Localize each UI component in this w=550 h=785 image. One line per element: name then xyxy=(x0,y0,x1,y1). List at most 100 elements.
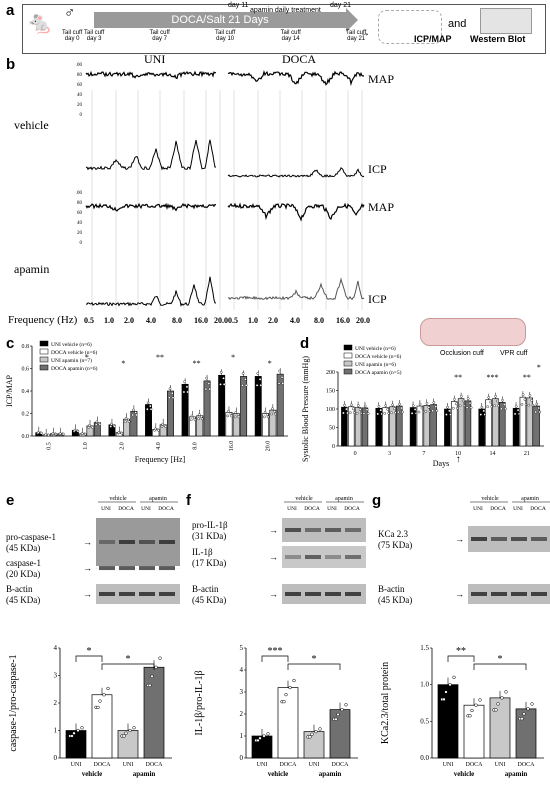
legend-swatch xyxy=(39,364,49,371)
timeline-tick-label: Tail cuff day 7 xyxy=(149,30,170,42)
data-point xyxy=(292,678,296,683)
x-tick-label: UNI xyxy=(495,762,506,768)
data-point xyxy=(284,692,288,697)
significance-bracket xyxy=(473,663,527,670)
data-point xyxy=(51,432,55,435)
data-point xyxy=(117,431,121,434)
data-point xyxy=(171,396,175,400)
band-arrow: → xyxy=(269,552,278,562)
data-point xyxy=(266,732,270,736)
y-tick-label: 2 xyxy=(240,710,244,718)
blot-image xyxy=(96,584,180,604)
data-point xyxy=(219,370,223,374)
blot-image xyxy=(282,546,366,568)
data-point xyxy=(76,728,80,733)
data-point xyxy=(58,432,62,435)
y-tick-label: 0.0 xyxy=(420,754,429,762)
data-point xyxy=(446,405,449,409)
rat-illustration xyxy=(378,10,442,44)
y-tick-label: 4 xyxy=(240,666,244,674)
x-tick-label: UNI xyxy=(443,762,454,768)
data-point xyxy=(480,405,484,409)
frequency-tick-label: 16.0 xyxy=(194,316,208,325)
legend-label: UNI apamin (n=6) xyxy=(355,361,396,368)
data-point xyxy=(168,396,171,400)
data-point xyxy=(383,411,386,415)
data-point xyxy=(448,683,452,687)
data-point xyxy=(96,705,100,710)
data-point xyxy=(390,411,393,414)
data-point xyxy=(208,387,211,391)
data-point xyxy=(465,406,469,409)
data-point xyxy=(479,413,483,416)
blot-band xyxy=(531,592,547,596)
map-label-vehicle: MAP xyxy=(368,72,395,86)
data-point xyxy=(281,382,285,385)
data-point xyxy=(513,412,517,416)
trace-axis-tick: 60 xyxy=(77,83,83,88)
data-point xyxy=(229,412,233,415)
timeline-head-arrow: → xyxy=(360,28,370,39)
blot-lane-label: UNI xyxy=(287,506,297,512)
data-point xyxy=(366,412,370,415)
data-point xyxy=(255,384,259,387)
data-point xyxy=(273,410,277,413)
data-point xyxy=(336,712,340,717)
data-point xyxy=(527,403,531,407)
data-point xyxy=(94,423,98,426)
data-point xyxy=(393,407,396,411)
row-vehicle-label: vehicle xyxy=(14,118,49,132)
data-point xyxy=(263,415,266,419)
blot-band xyxy=(531,537,547,541)
panel-f-label: f xyxy=(186,492,191,509)
blot-band xyxy=(285,555,301,559)
blot-lane-label: UNI xyxy=(141,506,151,512)
data-point xyxy=(398,402,401,406)
data-point xyxy=(263,411,267,414)
y-tick-label: 0 xyxy=(54,754,58,762)
y-tick-label: 3 xyxy=(54,672,58,680)
bar xyxy=(463,704,485,759)
data-point xyxy=(157,428,160,432)
data-point xyxy=(241,384,244,387)
blot-band xyxy=(511,592,527,596)
data-point xyxy=(534,410,537,414)
x-tick-label: 4.0 xyxy=(156,442,162,450)
y-axis-label: IL-1β/pro-IL-1β xyxy=(194,670,205,735)
blot-band xyxy=(491,537,507,541)
bar xyxy=(416,405,424,447)
data-point xyxy=(468,714,472,718)
blot-band xyxy=(345,555,361,559)
bar xyxy=(457,398,465,447)
data-point xyxy=(186,390,189,394)
blot-group-label: apamin xyxy=(149,496,167,502)
data-point xyxy=(266,413,269,416)
panel-g-figure: vehicle apamin UNI DOCA UNI DOCA KCa 2.3(75 KD… xyxy=(378,496,550,778)
significance-bracket xyxy=(101,663,155,670)
panel-e-figure: vehicle apamin UNI DOCA UNI DOCA pro-caspase-1… xyxy=(6,496,180,778)
trace-axis-tick: 20 xyxy=(77,103,83,108)
x-tick-label: 16.0 xyxy=(229,441,235,452)
timeline-ticks: Tail cuff day 3 Tail cuff day 7 Tail cuff … xyxy=(84,30,366,50)
significance-star: * xyxy=(126,654,131,665)
icp-label-apamin: ICP xyxy=(368,292,387,306)
legend-swatch xyxy=(343,368,353,375)
frequency-tick-label: 0.5 xyxy=(228,316,238,325)
data-point xyxy=(522,712,526,716)
tail-cuff-illustration xyxy=(420,318,526,346)
data-point xyxy=(538,410,542,414)
blot-band-label: pro-caspase-1 xyxy=(6,532,56,542)
y-tick-label: 0.0 xyxy=(22,434,30,440)
data-point xyxy=(160,425,164,428)
data-point xyxy=(435,409,439,413)
data-point xyxy=(432,401,436,404)
data-point xyxy=(134,411,138,414)
x-tick-label: UNI xyxy=(123,762,134,768)
data-point xyxy=(98,699,102,703)
blot-band xyxy=(139,566,155,571)
data-point xyxy=(352,407,355,411)
data-point xyxy=(146,401,150,405)
data-point xyxy=(266,415,270,419)
y-tick-label: 200 xyxy=(326,370,335,376)
data-point xyxy=(236,413,240,416)
